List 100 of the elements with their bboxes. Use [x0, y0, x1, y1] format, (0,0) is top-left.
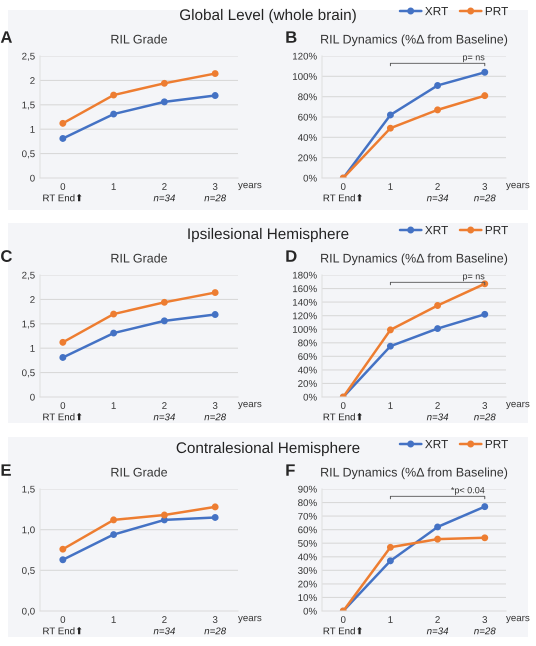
- point: [481, 534, 488, 542]
- text: B: [286, 31, 296, 43]
- x-axis-title: years: [506, 616, 530, 624]
- text: C: [1, 250, 12, 262]
- y-tick-label: 20%: [298, 380, 317, 388]
- x-tick-label: 2: [162, 616, 167, 623]
- x-tick-label: 1: [388, 402, 393, 409]
- y-tick-label: 0,5: [22, 150, 35, 158]
- x-tick-label: 2: [435, 183, 440, 190]
- point: [160, 98, 168, 106]
- point: [212, 70, 219, 78]
- text: n=28: [474, 413, 496, 420]
- point: [59, 135, 66, 142]
- point: [160, 512, 168, 518]
- text: RT End⬆: [43, 194, 82, 202]
- x-tick-label: 0: [60, 183, 66, 190]
- y-tick-label: 80%: [298, 340, 317, 346]
- y-tick-label: 0%: [303, 608, 317, 615]
- point: [386, 557, 394, 564]
- x-tick-label: 3: [212, 183, 218, 190]
- legend-label: PRT: [486, 440, 508, 448]
- point: [481, 92, 488, 100]
- chart-subtitle: RIL Grade: [111, 467, 168, 477]
- x-tick-label: 3: [212, 616, 218, 623]
- y-tick-label: 120%: [293, 52, 317, 60]
- y-tick-label: 0: [30, 394, 35, 401]
- x-tick-label: 0: [340, 616, 346, 623]
- x-tick-label: 2: [435, 402, 440, 409]
- text: RT End⬆: [43, 626, 82, 634]
- x-tick-label: 0: [340, 183, 346, 190]
- y-tick-label: 50%: [298, 540, 317, 547]
- y-tick-label: 0%: [303, 174, 317, 182]
- text: RT End⬆: [324, 626, 362, 634]
- point: [212, 503, 219, 510]
- x-axis-title: years: [238, 402, 262, 410]
- y-tick-label: 2,5: [22, 52, 35, 61]
- x-tick-label: 1: [112, 616, 116, 623]
- y-tick-label: 1,5: [22, 486, 35, 494]
- legend-label: XRT: [425, 440, 448, 448]
- text: n=34: [154, 413, 175, 420]
- legend-label: XRT: [425, 7, 448, 16]
- point: [434, 325, 442, 332]
- y-tick-label: 90%: [298, 486, 317, 493]
- point: [434, 106, 442, 114]
- y-tick-label: 40%: [298, 134, 317, 141]
- x-tick-label: 3: [482, 402, 488, 409]
- point: [59, 338, 66, 346]
- y-tick-label: 140%: [293, 298, 317, 306]
- point: [110, 516, 118, 524]
- y-tick-label: 2: [30, 296, 35, 303]
- chart-title: RIL Dynamics (%Δ from Baseline): [321, 253, 508, 266]
- text: E: [2, 464, 11, 476]
- x-axis-title: years: [238, 616, 262, 624]
- text: D: [286, 250, 297, 262]
- annotation: p= ns: [463, 55, 484, 62]
- point: [59, 354, 66, 361]
- y-tick-label: 30%: [298, 567, 317, 574]
- point: [59, 546, 66, 553]
- legend-label: XRT: [425, 226, 448, 234]
- point: [110, 92, 118, 99]
- x-axis-title: years: [506, 402, 530, 410]
- x-tick-label: 2: [435, 616, 440, 623]
- text: n=34: [426, 413, 448, 420]
- chart-title: RIL Dynamics (%Δ from Baseline): [321, 467, 508, 480]
- point: [212, 311, 219, 318]
- y-tick-label: 0%: [303, 394, 317, 401]
- x-tick-label: 3: [212, 402, 218, 409]
- text: n=34: [154, 627, 175, 634]
- text: n=28: [204, 413, 226, 420]
- chart-title: Contralesional Hemisphere: [176, 442, 360, 456]
- point: [386, 111, 394, 118]
- text: F: [286, 464, 295, 476]
- point: [160, 80, 168, 87]
- y-tick-label: 100%: [293, 326, 317, 333]
- point: [386, 124, 394, 132]
- point: [434, 523, 442, 530]
- chart-subtitle: RIL Grade: [111, 34, 168, 44]
- chart-title: RIL Dynamics (%Δ from Baseline): [321, 34, 508, 46]
- y-tick-label: 80%: [298, 93, 317, 100]
- y-tick-label: 80%: [298, 499, 317, 506]
- annotation: p= ns: [463, 274, 484, 282]
- point: [110, 531, 118, 538]
- y-tick-label: 20%: [298, 154, 317, 162]
- point: [481, 68, 488, 76]
- y-tick-label: 160%: [293, 285, 317, 292]
- x-tick-label: 3: [482, 183, 488, 190]
- text: RT End⬆: [324, 194, 362, 202]
- point: [434, 302, 442, 309]
- point: [386, 544, 394, 551]
- annotation: *p< 0.04: [451, 486, 485, 496]
- x-axis-title: years: [238, 182, 262, 190]
- x-tick-label: 1: [112, 183, 116, 190]
- point: [386, 342, 394, 350]
- y-tick-label: 40%: [298, 366, 317, 374]
- y-tick-label: 20%: [298, 580, 317, 588]
- point: [110, 310, 118, 318]
- text: n=34: [426, 194, 448, 202]
- point: [386, 326, 394, 334]
- point: [59, 120, 66, 127]
- y-tick-label: 1: [30, 126, 35, 133]
